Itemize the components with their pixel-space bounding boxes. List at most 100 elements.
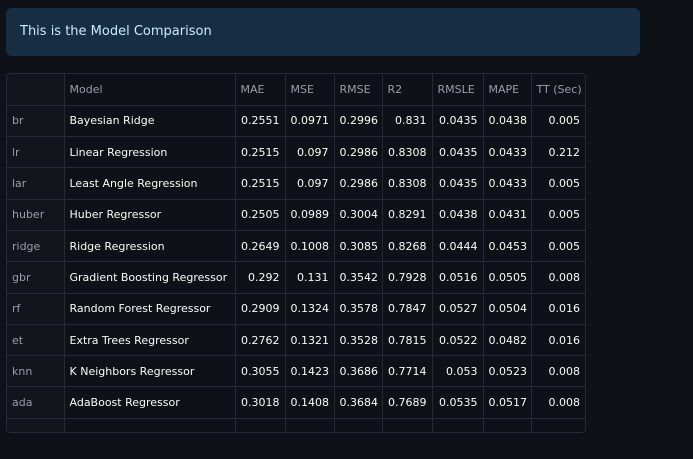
cell-mape: 0.0505 — [483, 261, 532, 294]
cell-tt: 0.005 — [531, 199, 585, 231]
header-tt[interactable]: TT (Sec) — [531, 74, 585, 106]
cell-model — [64, 418, 236, 432]
table-row[interactable]: lr Linear Regression 0.2515 0.097 0.2986… — [7, 136, 585, 169]
cell-mae — [235, 418, 286, 432]
cell-mse: 0.097 — [285, 167, 335, 200]
table-row[interactable]: knn K Neighbors Regressor 0.3055 0.1423 … — [7, 355, 585, 388]
row-index: gbr — [7, 261, 65, 294]
row-index: ridge — [7, 230, 65, 263]
header-row: Model MAE MSE RMSE R2 RMSLE MAPE TT (Sec… — [7, 74, 585, 106]
table-row[interactable]: rf Random Forest Regressor 0.2909 0.1324… — [7, 293, 585, 325]
header-mae[interactable]: MAE — [235, 74, 286, 106]
table-row[interactable]: huber Huber Regressor 0.2505 0.0989 0.30… — [7, 199, 585, 231]
cell-model: Ridge Regression — [64, 230, 236, 263]
cell-rmse: 0.3528 — [334, 324, 383, 357]
cell-tt: 0.016 — [531, 324, 585, 357]
cell-mape: 0.0431 — [483, 199, 532, 231]
cell-rmse: 0.2986 — [334, 136, 383, 169]
info-message: This is the Model Comparison — [20, 24, 212, 39]
cell-mape: 0.0453 — [483, 230, 532, 263]
cell-tt — [531, 418, 585, 432]
cell-rmse: 0.3004 — [334, 199, 383, 231]
cell-r2: 0.7689 — [382, 386, 433, 419]
row-index: ada — [7, 386, 65, 419]
cell-r2: 0.8268 — [382, 230, 433, 263]
header-rmsle[interactable]: RMSLE — [432, 74, 484, 106]
header-mse[interactable]: MSE — [285, 74, 335, 106]
dataframe: Model MAE MSE RMSE R2 RMSLE MAPE TT (Sec… — [7, 74, 585, 432]
table-row[interactable]: et Extra Trees Regressor 0.2762 0.1321 0… — [7, 324, 585, 357]
cell-tt: 0.005 — [531, 105, 585, 138]
info-alert: This is the Model Comparison — [6, 8, 640, 56]
cell-mae: 0.2505 — [235, 199, 286, 231]
cell-model: Bayesian Ridge — [64, 105, 236, 138]
cell-tt: 0.005 — [531, 167, 585, 200]
cell-mae: 0.2649 — [235, 230, 286, 263]
cell-rmse: 0.3085 — [334, 230, 383, 263]
cell-mape: 0.0482 — [483, 324, 532, 357]
cell-mse: 0.097 — [285, 136, 335, 169]
table-row[interactable]: gbr Gradient Boosting Regressor 0.292 0.… — [7, 261, 585, 294]
table-row[interactable]: ada AdaBoost Regressor 0.3018 0.1408 0.3… — [7, 386, 585, 419]
cell-mae: 0.2551 — [235, 105, 286, 138]
cell-r2: 0.831 — [382, 105, 433, 138]
cell-r2 — [382, 418, 433, 432]
row-index: lar — [7, 167, 65, 200]
cell-r2: 0.7714 — [382, 355, 433, 388]
row-index: huber — [7, 199, 65, 231]
cell-rmse: 0.3686 — [334, 355, 383, 388]
cell-mse: 0.1008 — [285, 230, 335, 263]
cell-r2: 0.8308 — [382, 167, 433, 200]
table-row[interactable]: lar Least Angle Regression 0.2515 0.097 … — [7, 167, 585, 200]
cell-mse: 0.0971 — [285, 105, 335, 138]
cell-mape: 0.0517 — [483, 386, 532, 419]
model-comparison-table[interactable]: Model MAE MSE RMSE R2 RMSLE MAPE TT (Sec… — [6, 73, 586, 433]
cell-mae: 0.2909 — [235, 293, 286, 325]
cell-r2: 0.8308 — [382, 136, 433, 169]
cell-rmse: 0.2986 — [334, 167, 383, 200]
cell-mse: 0.131 — [285, 261, 335, 294]
cell-rmsle: 0.0522 — [432, 324, 484, 357]
cell-model: K Neighbors Regressor — [64, 355, 236, 388]
header-mape[interactable]: MAPE — [483, 74, 532, 106]
cell-mape — [483, 418, 532, 432]
cell-mae: 0.2762 — [235, 324, 286, 357]
cell-rmsle: 0.0516 — [432, 261, 484, 294]
cell-model: Least Angle Regression — [64, 167, 236, 200]
header-r2[interactable]: R2 — [382, 74, 433, 106]
table-row[interactable]: ridge Ridge Regression 0.2649 0.1008 0.3… — [7, 230, 585, 263]
cell-mae: 0.2515 — [235, 167, 286, 200]
table-row-partial[interactable] — [7, 418, 585, 432]
cell-tt: 0.008 — [531, 386, 585, 419]
header-model[interactable]: Model — [64, 74, 236, 106]
cell-mape: 0.0504 — [483, 293, 532, 325]
header-rmse[interactable]: RMSE — [334, 74, 383, 106]
cell-r2: 0.7928 — [382, 261, 433, 294]
cell-rmse: 0.3578 — [334, 293, 383, 325]
cell-tt: 0.016 — [531, 293, 585, 325]
cell-model: Extra Trees Regressor — [64, 324, 236, 357]
row-index: br — [7, 105, 65, 138]
cell-mse: 0.1321 — [285, 324, 335, 357]
cell-mape: 0.0433 — [483, 136, 532, 169]
cell-tt: 0.212 — [531, 136, 585, 169]
cell-rmse: 0.3542 — [334, 261, 383, 294]
cell-model: Random Forest Regressor — [64, 293, 236, 325]
cell-mape: 0.0523 — [483, 355, 532, 388]
cell-rmse — [334, 418, 383, 432]
cell-mae: 0.3018 — [235, 386, 286, 419]
cell-rmsle: 0.0435 — [432, 136, 484, 169]
cell-rmsle: 0.0435 — [432, 167, 484, 200]
cell-model: Linear Regression — [64, 136, 236, 169]
cell-r2: 0.8291 — [382, 199, 433, 231]
cell-r2: 0.7847 — [382, 293, 433, 325]
cell-mae: 0.3055 — [235, 355, 286, 388]
cell-rmse: 0.3684 — [334, 386, 383, 419]
cell-mape: 0.0438 — [483, 105, 532, 138]
row-index: knn — [7, 355, 65, 388]
row-index: rf — [7, 293, 65, 325]
table-row[interactable]: br Bayesian Ridge 0.2551 0.0971 0.2996 0… — [7, 105, 585, 138]
cell-rmsle: 0.053 — [432, 355, 484, 388]
header-index[interactable] — [7, 74, 65, 106]
cell-rmsle: 0.0527 — [432, 293, 484, 325]
